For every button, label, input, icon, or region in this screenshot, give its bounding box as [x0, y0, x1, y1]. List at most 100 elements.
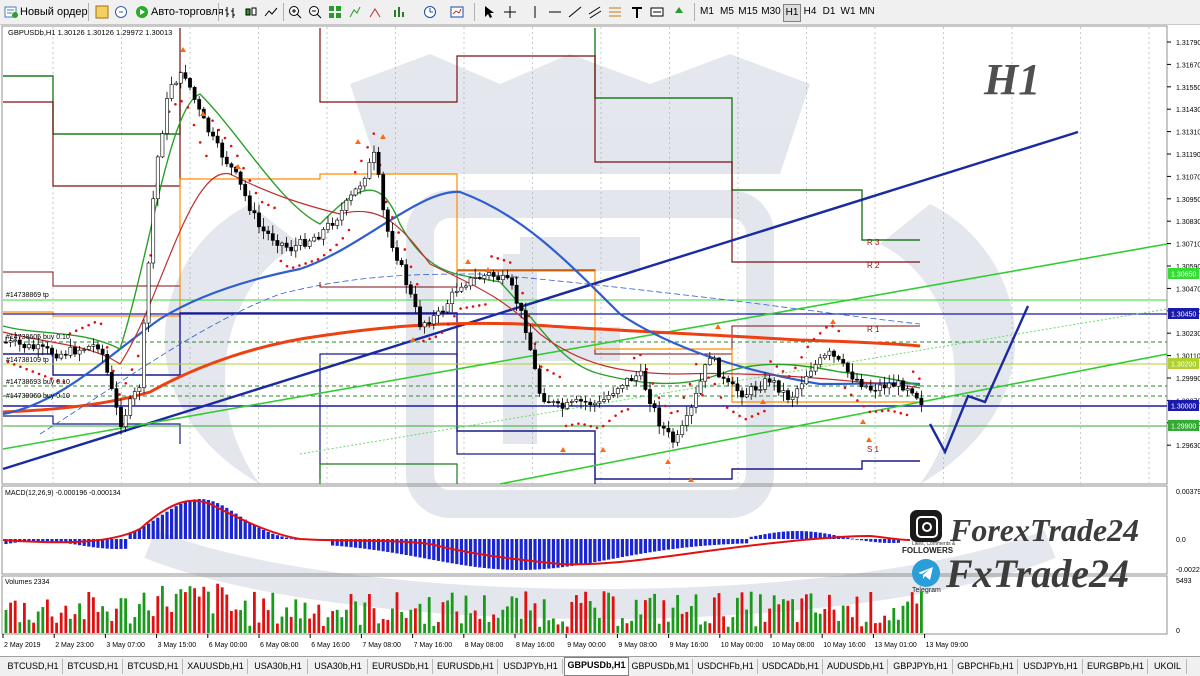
macd-bar [193, 499, 197, 539]
chart-tab[interactable]: EURUSDb,H1 [434, 659, 498, 674]
chart-tab[interactable]: BTCUSD,H1 [124, 659, 183, 674]
chart-tab[interactable]: GBPUSDb,M1 [629, 659, 693, 674]
text-icon[interactable] [630, 5, 644, 19]
macd-bar [450, 539, 454, 564]
chart-tab[interactable]: EURUSDb,H1 [369, 659, 433, 674]
fibonacci-icon[interactable] [608, 5, 622, 19]
candle-body [675, 434, 680, 443]
chart-tab[interactable]: USA30b,H1 [309, 659, 368, 674]
sar-dot [198, 141, 202, 144]
timeframe-w1[interactable]: W1 [840, 6, 856, 17]
candlestick-icon[interactable] [244, 5, 258, 19]
timeframe-h4[interactable]: H4 [803, 6, 817, 17]
timeframe-d1[interactable]: D1 [822, 6, 836, 17]
candle-body [381, 174, 386, 211]
periods-icon[interactable] [423, 5, 437, 19]
indicators-icon[interactable] [393, 5, 407, 19]
line-chart-icon[interactable] [264, 5, 278, 19]
price-panel [1, 25, 1168, 485]
chart-tab[interactable]: USDCADb,H1 [759, 659, 823, 674]
volume-tick-label: 5493 [1176, 578, 1192, 585]
sar-dot [248, 179, 252, 182]
timeframe-h1[interactable]: H1 [783, 4, 801, 22]
chart-shift-icon[interactable] [368, 5, 382, 19]
macd-tick-label: -0.002234 [1176, 567, 1200, 574]
candle-body [845, 362, 850, 373]
candle-body [330, 223, 335, 226]
chart-tab[interactable]: UKOIL [1149, 659, 1187, 674]
templates-icon[interactable] [450, 5, 464, 19]
macd-bar [446, 539, 450, 563]
macd-axis: 0.003799 0.0 -0.002234 [1176, 489, 1200, 574]
macd-bar [496, 539, 500, 570]
time-tick-label: 13 May 09:00 [926, 642, 969, 649]
chart-tab[interactable]: GBPUSDb,H1 [564, 657, 629, 676]
order-label: #14738605 buy 0.10 [6, 334, 70, 341]
trendline-icon[interactable] [568, 5, 582, 19]
sar-dot [329, 248, 332, 252]
bar-chart-icon[interactable] [224, 5, 238, 19]
candle-body [804, 375, 809, 385]
macd-bar [96, 539, 100, 548]
expert-icon[interactable] [114, 5, 128, 19]
auto-trading-button[interactable]: Авто-торговля [151, 6, 224, 18]
chart-tab[interactable]: USA30b,H1 [249, 659, 308, 674]
new-order-button[interactable]: Новый ордер [20, 6, 88, 18]
tile-windows-icon[interactable] [328, 5, 342, 19]
chart-canvas[interactable]: GBPUSDb,H1 1.30126 1.30126 1.29972 1.300… [0, 24, 1200, 656]
macd-bar [386, 539, 390, 552]
macd-bar [501, 539, 505, 570]
candle-body [132, 391, 137, 400]
metaeditor-icon[interactable] [95, 5, 109, 19]
volume-bar [795, 622, 799, 633]
horizontal-line-icon[interactable] [548, 5, 562, 19]
candle-body [726, 378, 731, 383]
volume-bar [874, 623, 877, 633]
chart-tab[interactable]: USDJPYb,H1 [499, 659, 563, 674]
volume-bar [340, 617, 344, 633]
sar-dot [905, 413, 909, 417]
chart-tabs: BTCUSD,H1 BTCUSD,H1 BTCUSD,H1 XAUUSDb,H1 USA… [0, 656, 1200, 676]
auto-trading-icon[interactable] [135, 5, 149, 19]
timeframe-m15[interactable]: M15 [738, 6, 758, 17]
crosshair-icon[interactable] [503, 5, 517, 19]
chart-tab[interactable]: USDCHFb,H1 [694, 659, 758, 674]
chart-tab[interactable]: EURGBPb,H1 [1084, 659, 1148, 674]
timeframe-m5[interactable]: M5 [720, 6, 734, 17]
sar-dot [620, 410, 624, 413]
zoom-in-icon[interactable] [288, 5, 302, 19]
timeframe-m30[interactable]: M30 [761, 6, 781, 17]
cursor-icon[interactable] [482, 5, 496, 19]
volume-bar [657, 623, 661, 633]
chart-tab[interactable]: AUDUSDb,H1 [824, 659, 888, 674]
chart-tab[interactable]: GBPJPYb,H1 [889, 659, 953, 674]
chart-tab[interactable]: GBPCHFb,H1 [954, 659, 1018, 674]
channel-icon[interactable] [588, 5, 602, 19]
chart-tab[interactable]: BTCUSD,H1 [4, 659, 63, 674]
timeframe-mn[interactable]: MN [859, 6, 875, 17]
volume-bar [736, 597, 739, 633]
chart-tab[interactable]: BTCUSD,H1 [64, 659, 123, 674]
vertical-line-icon[interactable] [528, 5, 542, 19]
label-icon[interactable] [650, 5, 664, 19]
price-tick-label: 1.31310 [1176, 130, 1200, 137]
macd-bar [32, 539, 36, 542]
volume-bar [133, 617, 137, 633]
chart-tab[interactable]: XAUUSDb,H1 [184, 659, 248, 674]
macd-bar [482, 539, 486, 568]
arrows-icon[interactable] [672, 5, 686, 19]
sar-dot [440, 331, 444, 334]
volume-bar [533, 603, 537, 633]
candle-body [574, 399, 579, 402]
timeframe-m1[interactable]: M1 [700, 6, 714, 17]
macd-tick-label: 0.003799 [1176, 489, 1200, 496]
macd-bar [726, 539, 730, 545]
volume-bar [262, 598, 265, 633]
chart-window[interactable]: GBPUSDb,H1 1.30126 1.30126 1.29972 1.300… [0, 24, 1200, 656]
autoscroll-icon[interactable] [348, 5, 362, 19]
zoom-out-icon[interactable] [308, 5, 322, 19]
volume-bar [299, 618, 302, 633]
macd-bar [239, 516, 243, 539]
candle-body [671, 431, 675, 443]
chart-tab[interactable]: USDJPYb,H1 [1019, 659, 1083, 674]
